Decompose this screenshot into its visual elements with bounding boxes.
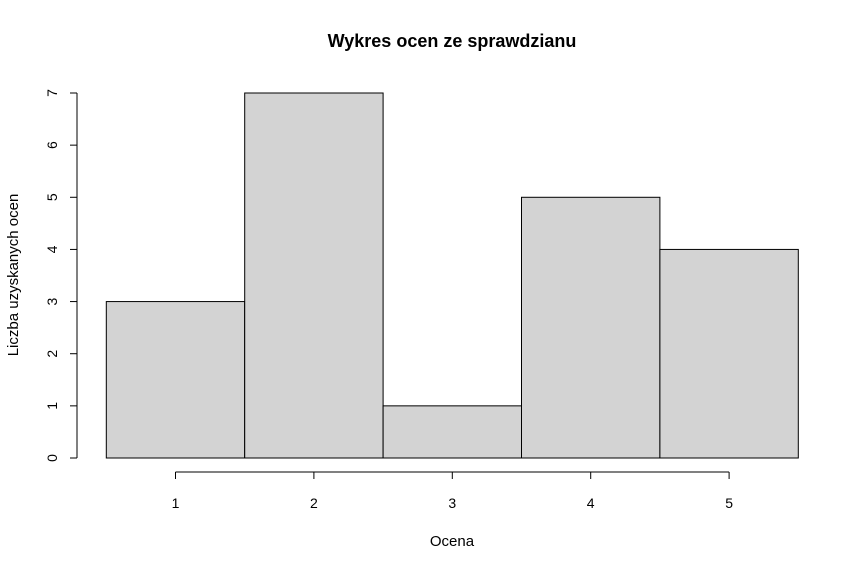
- bar-5: [659, 248, 799, 459]
- y-tick-label-1: 1: [44, 402, 60, 410]
- x-tick-label-3: 3: [448, 495, 456, 511]
- x-tick-label-1: 1: [172, 495, 180, 511]
- bar-1: [105, 301, 246, 459]
- y-tick-label-0: 0: [44, 454, 60, 462]
- bar-2: [244, 92, 384, 459]
- x-axis-label: Ocena: [430, 533, 475, 550]
- y-tick-label-5: 5: [44, 193, 60, 201]
- y-tick-label-6: 6: [44, 141, 60, 149]
- chart-title: Wykres ocen ze sprawdzianu: [328, 31, 577, 51]
- x-axis: 1 2 3 4 5: [172, 471, 733, 511]
- x-tick-label-2: 2: [310, 495, 318, 511]
- x-tick-label-5: 5: [725, 495, 733, 511]
- y-axis-label: Liczba uzyskanych ocen: [5, 194, 22, 357]
- bars-group: [105, 92, 799, 459]
- bar-3: [382, 405, 522, 459]
- x-tick-label-4: 4: [587, 495, 595, 511]
- y-tick-label-7: 7: [44, 89, 60, 97]
- y-tick-label-4: 4: [44, 245, 60, 253]
- y-tick-label-2: 2: [44, 350, 60, 358]
- y-axis: 0 1 2 3 4 5 6 7: [44, 89, 78, 462]
- y-tick-label-3: 3: [44, 297, 60, 305]
- bar-4: [521, 196, 661, 459]
